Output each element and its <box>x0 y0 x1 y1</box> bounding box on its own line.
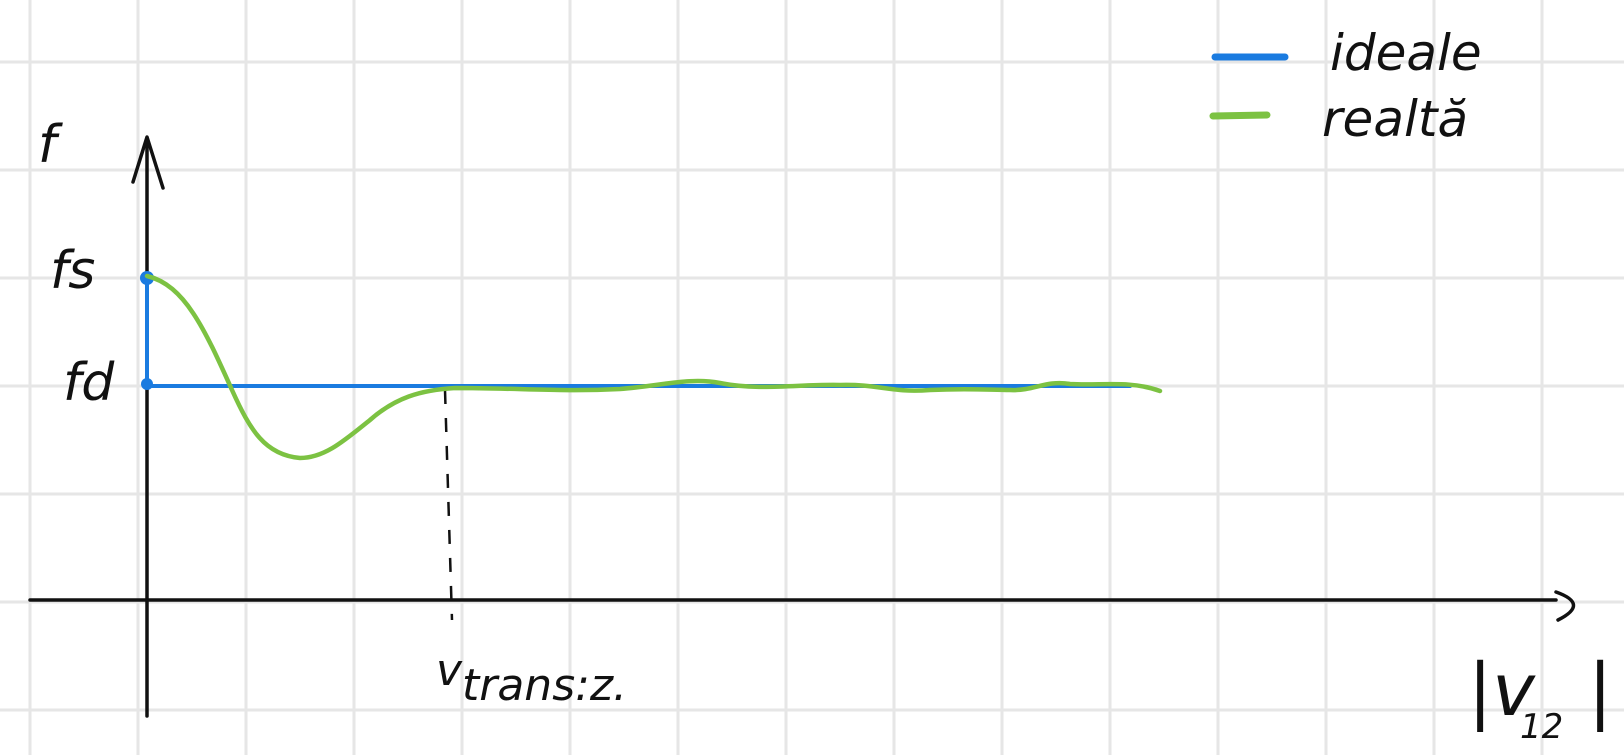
transition-dashed-line <box>443 389 454 621</box>
axes <box>28 135 1576 718</box>
y-axis-arrowhead <box>131 135 165 190</box>
legend-label-ideal: ideale <box>1330 24 1482 82</box>
fd-label: fd <box>63 353 115 413</box>
real-curve <box>144 273 1163 461</box>
y-axis-label: f <box>38 115 63 175</box>
legend: ideale realtă <box>1209 24 1482 148</box>
x-axis-arrowhead <box>1554 590 1576 622</box>
fd-point <box>141 378 153 390</box>
transition-label-v: v <box>436 645 463 696</box>
x-axis-label-subscript: 12 <box>1520 707 1563 747</box>
x-axis-label-close: | <box>1588 648 1612 733</box>
transition-label: trans:z. <box>462 660 627 711</box>
ideal-curve <box>145 276 1132 388</box>
fs-label: fs <box>50 241 95 301</box>
legend-swatch-real <box>1209 111 1271 120</box>
legend-label-real: realtă <box>1322 90 1468 148</box>
x-axis-label: |v <box>1468 648 1536 733</box>
